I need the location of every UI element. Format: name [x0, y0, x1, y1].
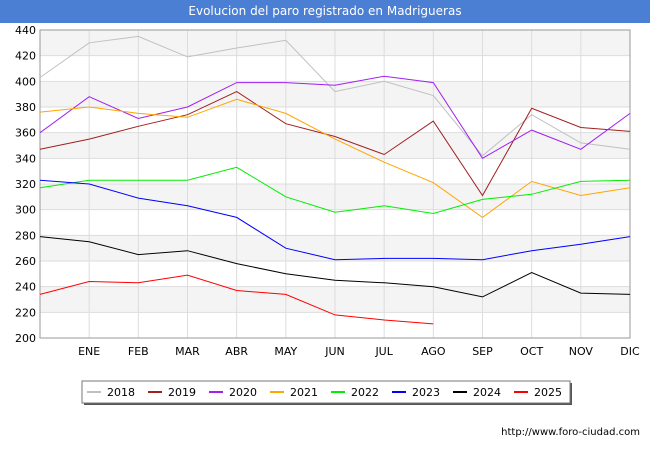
series-line-2022	[39, 166, 631, 215]
y-tick-label: 240	[15, 281, 36, 294]
source-footer: http://www.foro-ciudad.com	[501, 427, 640, 438]
legend-label: 2021	[290, 386, 318, 399]
x-tick-label: FEB	[128, 345, 149, 358]
x-tick-label: DIC	[620, 345, 640, 358]
y-tick-label: 440	[15, 24, 36, 37]
y-tick-label: 300	[15, 204, 36, 217]
chart-title: Evolucion del paro registrado en Madrigu…	[188, 4, 462, 18]
series-line-2020	[39, 75, 631, 159]
series-line-2018	[39, 35, 631, 157]
x-tick-label: MAY	[274, 345, 297, 358]
series-line-2019	[39, 91, 631, 197]
x-tick-label: AGO	[421, 345, 446, 358]
plot-frame	[39, 29, 631, 339]
legend-label: 2025	[534, 386, 562, 399]
y-tick-label: 320	[15, 178, 36, 191]
series-line-2025	[39, 274, 434, 325]
title-bar: Evolucion del paro registrado en Madrigu…	[0, 0, 650, 23]
y-tick-label: 220	[15, 306, 36, 319]
legend-label: 2024	[473, 386, 501, 399]
legend-label: 2022	[351, 386, 379, 399]
x-tick-label: JUL	[374, 345, 393, 358]
legend-label: 2019	[168, 386, 196, 399]
x-axis-ticks: ENE FEB MAR ABR MAY JUN JUL AGO SEP OCT NOV DIC	[78, 345, 640, 358]
y-tick-label: 400	[15, 75, 36, 88]
y-tick-label: 260	[15, 255, 36, 268]
x-tick-label: MAR	[175, 345, 200, 358]
x-tick-label: NOV	[569, 345, 594, 358]
series-lines	[39, 35, 631, 325]
series-line-2024	[39, 236, 631, 298]
legend-label: 2018	[107, 386, 135, 399]
y-tick-label: 380	[15, 101, 36, 114]
legend-label: 2023	[412, 386, 440, 399]
y-tick-label: 200	[15, 332, 36, 345]
x-tick-label: JUN	[324, 345, 345, 358]
y-tick-label: 340	[15, 152, 36, 165]
y-tick-label: 360	[15, 127, 36, 140]
y-tick-label: 280	[15, 229, 36, 242]
legend-box	[81, 380, 571, 404]
x-tick-label: OCT	[520, 345, 543, 358]
x-tick-label: ENE	[78, 345, 100, 358]
y-axis-ticks: 200 220 240 260 280 300 320 340 360 380 400 420 440	[15, 24, 36, 345]
series-line-2023	[39, 179, 631, 261]
series-line-2021	[39, 98, 631, 219]
x-tick-label: ABR	[225, 345, 248, 358]
x-tick-label: SEP	[472, 345, 493, 358]
legend-label: 2020	[229, 386, 257, 399]
legend: 2018 2019 2020 2021 2022 2023 2024 2025	[81, 380, 572, 405]
y-tick-label: 420	[15, 50, 36, 63]
